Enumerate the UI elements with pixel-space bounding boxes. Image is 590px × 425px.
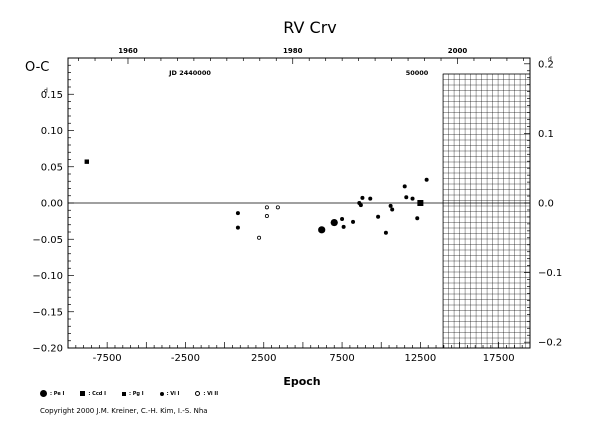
chart-title: RV Crv — [283, 18, 337, 37]
vi-ii-point — [257, 235, 262, 240]
x-tick-label: 7500 — [329, 353, 354, 364]
vi-i-point — [390, 207, 395, 212]
vi-ii-point — [264, 214, 269, 219]
y-tick-label: 0.00 — [41, 199, 63, 210]
legend: : Pe I : Ccd I : Pg I : Vi I : Vi II — [40, 390, 218, 397]
right-tick-label: 0.1 — [538, 129, 554, 140]
x-tick-label: 2500 — [251, 353, 276, 364]
vi-i-point — [415, 216, 420, 221]
vi-i-point — [235, 211, 240, 216]
copyright-text: Copyright 2000 J.M. Kreiner, C.-H. Kim, … — [40, 407, 208, 415]
small-square-marker-icon — [121, 391, 126, 396]
y-tick-label: 0.10 — [41, 126, 63, 137]
legend-label: : Pg I — [128, 390, 144, 397]
jd-label: JD 2440000 — [168, 69, 211, 77]
y-tick-label: −0.15 — [32, 307, 63, 318]
ccd-i-point — [417, 200, 424, 206]
axis-ticks — [67, 57, 531, 349]
vi-i-point — [388, 203, 393, 208]
y-tick-label: −0.05 — [32, 235, 63, 246]
y-tick-label: 0.15 — [41, 90, 63, 101]
vi-ii-point — [275, 205, 280, 210]
legend-label: : Vi II — [203, 390, 219, 397]
top-tick-label: 2000 — [448, 47, 468, 55]
top-tick-label: 1980 — [283, 47, 303, 55]
x-tick-label: 17500 — [483, 353, 515, 364]
pg-i-point — [84, 159, 89, 164]
big-dot-marker-icon — [40, 390, 47, 397]
square-marker-icon — [80, 391, 86, 396]
right-tick-label: 0.0 — [538, 199, 554, 210]
x-tick-label: -2500 — [171, 353, 200, 364]
vi-i-point — [358, 203, 363, 208]
vi-i-point — [376, 214, 381, 219]
y-axis-label: O-C — [25, 60, 49, 75]
legend-item-pe-i: : Pe I — [40, 390, 64, 397]
vi-i-point — [340, 216, 345, 221]
axis-tick-labels: -7500 -2500 2500 7500 12500 175000.15d0.100.0… — [32, 47, 562, 364]
legend-item-vi-ii: : Vi II — [195, 391, 218, 397]
legend-label: : Ccd I — [88, 390, 106, 397]
vi-i-point — [383, 230, 388, 235]
pe-i-point — [330, 218, 338, 227]
right-unit-superscript: d — [548, 56, 552, 63]
x-axis-label: Epoch — [283, 375, 320, 388]
open-circle-marker-icon — [195, 391, 201, 396]
vi-i-point — [402, 184, 407, 189]
legend-label: : Vi I — [166, 390, 180, 397]
unobserved-grid-region — [442, 73, 531, 349]
legend-item-pg-i: : Pg I — [121, 390, 144, 397]
vi-i-point — [360, 195, 365, 200]
x-tick-label: 12500 — [404, 353, 436, 364]
legend-label: : Pe I — [50, 390, 65, 397]
dot-marker-icon — [159, 391, 164, 396]
legend-item-vi-i: : Vi I — [159, 390, 180, 397]
vi-i-point — [341, 224, 346, 229]
data-points — [84, 159, 429, 240]
jd-label: 50000 — [406, 69, 429, 77]
x-tick-label: -7500 — [93, 353, 122, 364]
top-tick-label: 1960 — [118, 47, 138, 55]
vi-i-point — [404, 195, 409, 200]
legend-item-ccd-i: : Ccd I — [80, 391, 106, 397]
vi-i-point — [351, 219, 356, 224]
vi-i-point — [424, 177, 429, 182]
y-unit-superscript: d — [44, 87, 48, 94]
right-tick-label: 0.2 — [538, 59, 554, 70]
vi-i-point — [368, 196, 373, 201]
grid-region-box — [442, 73, 531, 349]
right-tick-label: −0.1 — [538, 268, 562, 279]
right-tick-label: −0.2 — [538, 338, 562, 349]
vi-i-point — [235, 225, 240, 230]
y-tick-label: −0.20 — [32, 344, 63, 355]
vi-i-point — [410, 196, 415, 201]
vi-ii-point — [264, 205, 269, 210]
y-tick-label: −0.10 — [32, 271, 63, 282]
y-tick-label: 0.05 — [41, 162, 63, 173]
pe-i-point — [318, 226, 326, 234]
